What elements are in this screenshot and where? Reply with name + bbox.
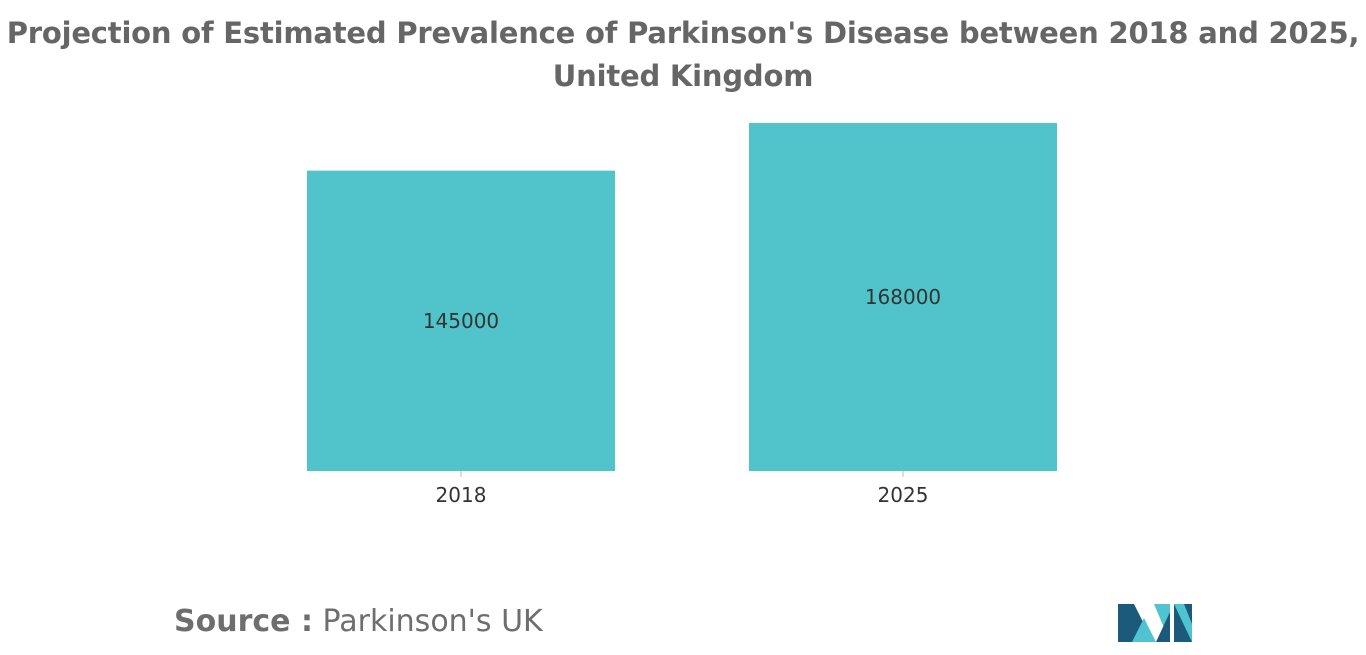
chart-title: Projection of Estimated Prevalence of Pa… <box>6 16 1360 93</box>
source-label: Source : <box>174 604 313 639</box>
data-label-2018: 145000 <box>423 309 499 333</box>
data-label-2025: 168000 <box>865 285 941 309</box>
x-tick-label-2025: 2025 <box>878 483 929 507</box>
bar-chart: 145000 2018 168000 2025 <box>307 123 1057 507</box>
bar-2018 <box>307 170 615 471</box>
source-line: Source : Parkinson's UK <box>174 604 543 639</box>
x-tick-label-2018: 2018 <box>436 483 487 507</box>
source-text: Parkinson's UK <box>322 604 543 639</box>
bar-2025 <box>749 123 1057 471</box>
brand-logo-icon <box>1118 604 1192 642</box>
